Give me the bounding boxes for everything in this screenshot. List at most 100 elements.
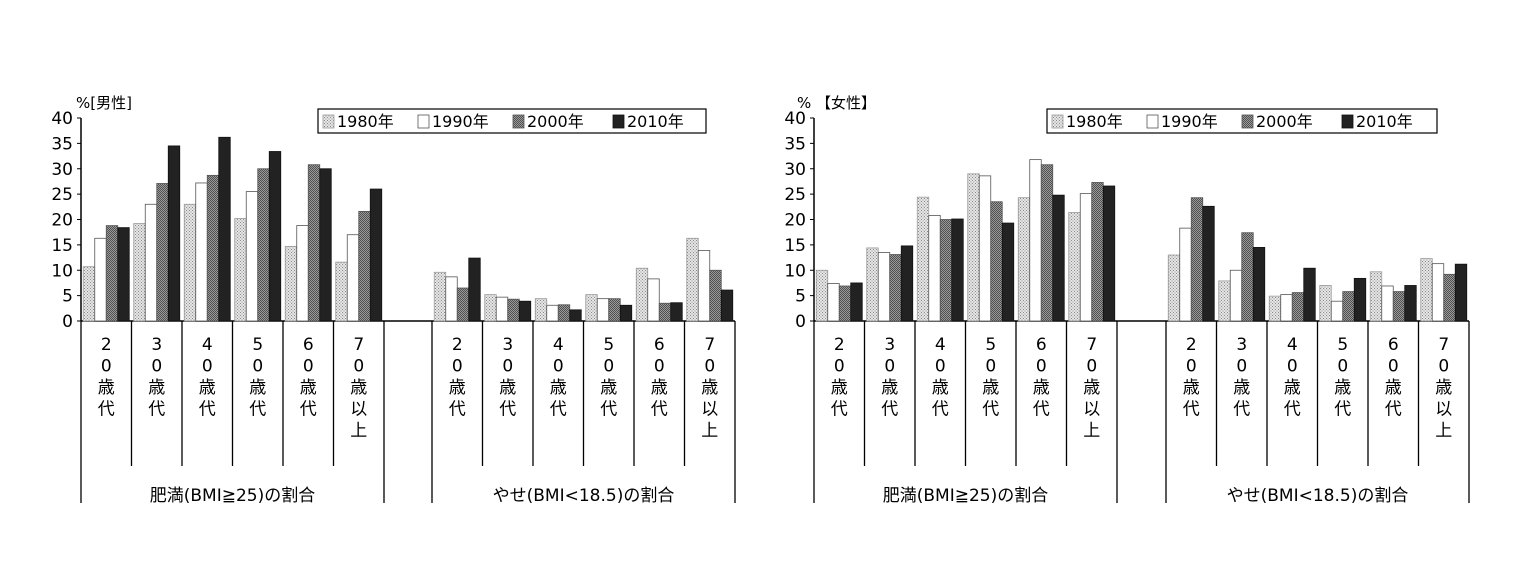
x-category-label-char: 2 (834, 335, 845, 355)
x-category-label: 5 0 歳代 (1334, 335, 1351, 420)
x-category-label: 7 0 歳以上 (701, 335, 718, 441)
panel-title: %[男性] (76, 94, 132, 112)
x-category-label-char: 以 (1083, 400, 1100, 420)
bar (234, 218, 247, 322)
x-category-label-char: 代 (550, 400, 567, 420)
bar (815, 269, 829, 322)
x-category-label: 7 0 歳以上 (350, 335, 367, 441)
bar (569, 309, 582, 322)
bar (94, 237, 107, 322)
y-tick-label: 35 (784, 134, 806, 154)
bar (1420, 258, 1433, 322)
bar (484, 294, 497, 322)
x-category-label: 3 0 歳代 (1233, 335, 1250, 420)
legend-swatch (1341, 114, 1354, 129)
bar (1353, 277, 1367, 322)
x-category-label-char: 0 (654, 357, 665, 377)
bar (619, 304, 633, 322)
legend-swatch (1241, 114, 1254, 129)
x-category-label-char: 歳 (1284, 378, 1301, 398)
legend: 1980年 1990年 2000年 2010年 (1046, 108, 1438, 134)
y-tick-label: 10 (784, 261, 806, 281)
x-category-label-char: 0 (603, 357, 614, 377)
x-category-label-char: 0 (1337, 357, 1348, 377)
bar (838, 285, 852, 322)
bar (218, 136, 231, 322)
x-category-label-char: 3 (502, 335, 513, 355)
bar (156, 183, 169, 322)
legend-swatch (322, 114, 335, 129)
bar (1342, 291, 1355, 322)
bar (827, 283, 840, 322)
bar (1268, 295, 1282, 322)
bar (978, 175, 992, 322)
x-category-label-char: 0 (452, 357, 463, 377)
legend-label: 2010年 (627, 112, 684, 131)
x-category-label-char: 4 (553, 335, 564, 355)
y-tick-label: 35 (51, 134, 73, 154)
bar (507, 298, 520, 322)
x-category-label-char: 5 (985, 335, 996, 355)
bar (1369, 271, 1383, 322)
x-category-label-char: 6 (654, 335, 665, 355)
bar (284, 245, 298, 322)
legend-label: 1980年 (1066, 112, 1123, 131)
bar (967, 173, 980, 322)
x-category-label-char: 代 (1334, 400, 1351, 420)
x-category-label-char: 代 (449, 400, 466, 420)
bar (1319, 285, 1332, 322)
x-category-label-char: 0 (884, 357, 895, 377)
x-category-label-char: 7 (353, 335, 364, 355)
y-tick-label: 15 (51, 236, 73, 256)
x-category-label-char: 代 (982, 400, 999, 420)
x-category-label: 4 0 歳代 (550, 335, 567, 420)
x-category-label-char: 歳 (932, 378, 949, 398)
x-category-label-char: 代 (1033, 400, 1050, 420)
x-category-label-char: 0 (151, 357, 162, 377)
y-tick-label: 25 (784, 185, 806, 205)
y-tick-label: 40 (51, 109, 73, 129)
bar (1392, 291, 1406, 322)
x-category-label-char: 代 (1183, 400, 1200, 420)
y-tick-label: 20 (51, 211, 73, 231)
group-label: やせ(BMI<18.5)の割合 (493, 486, 675, 506)
bar (546, 304, 559, 322)
x-category-label-char: 歳 (350, 378, 367, 398)
bar (1052, 194, 1065, 322)
legend: 1980年 1990年 2000年 2010年 (317, 108, 707, 134)
x-category-label: 6 0 歳代 (651, 335, 668, 420)
x-category-label-char: 0 (985, 357, 996, 377)
bar (268, 151, 282, 322)
bar (1443, 273, 1456, 322)
bar (1454, 263, 1468, 322)
legend-swatch (417, 114, 430, 129)
bar (1179, 227, 1192, 322)
x-category-label-char: 以 (701, 400, 718, 420)
x-category-label-char: 0 (101, 357, 112, 377)
bar (1404, 285, 1417, 322)
x-category-label-char: 代 (148, 400, 165, 420)
x-category-label-char: 歳 (982, 378, 999, 398)
legend-label: 2010年 (1356, 112, 1413, 131)
x-category-label-char: 歳 (98, 378, 115, 398)
x-category-label-char: 3 (884, 335, 895, 355)
legend-label: 1990年 (1161, 112, 1218, 131)
x-category-label: 4 0 歳代 (932, 335, 949, 420)
bar (1040, 164, 1054, 322)
group-label: 肥満(BMI≧25)の割合 (150, 486, 315, 506)
bar (866, 247, 879, 322)
x-category-label: 3 0 歳代 (881, 335, 898, 420)
x-category-label-char: 歳 (600, 378, 617, 398)
x-category-label-char: 上 (1435, 421, 1452, 441)
bar (608, 298, 621, 322)
x-category-label-char: 4 (935, 335, 946, 355)
x-category-label-char: 代 (300, 400, 317, 420)
x-category-label-char: 歳 (651, 378, 668, 398)
legend-swatch (1051, 114, 1064, 129)
x-category-label-char: 0 (1236, 357, 1247, 377)
legend-label: 1980年 (337, 112, 394, 131)
x-category-label-char: 代 (1233, 400, 1250, 420)
x-category-label-char: 歳 (831, 378, 848, 398)
x-category-label-char: 6 (1036, 335, 1047, 355)
